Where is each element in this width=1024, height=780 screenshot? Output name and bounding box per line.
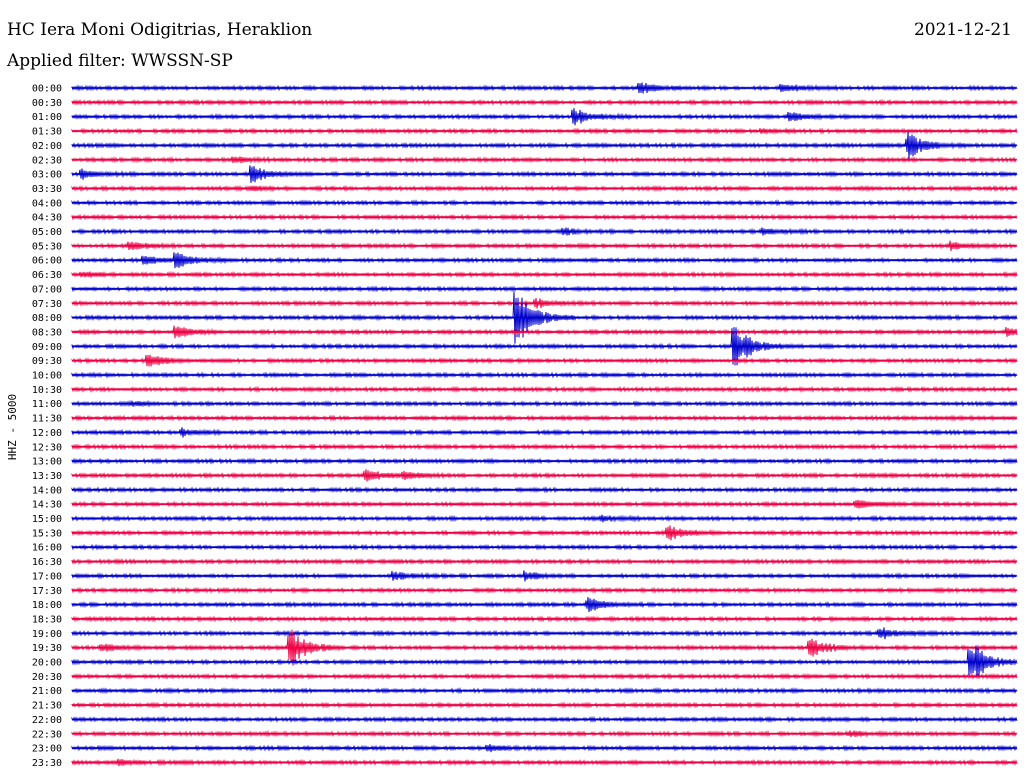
time-label: 22:00 xyxy=(32,715,62,726)
time-label: 11:00 xyxy=(32,399,62,410)
time-label: 20:00 xyxy=(32,658,62,669)
time-label: 02:00 xyxy=(32,141,62,152)
time-label: 23:30 xyxy=(32,758,62,769)
time-label: 07:00 xyxy=(32,284,62,295)
time-label: 19:30 xyxy=(32,643,62,654)
time-label: 02:30 xyxy=(32,155,62,166)
time-label: 13:30 xyxy=(32,471,62,482)
time-label: 01:30 xyxy=(32,127,62,138)
time-label: 05:30 xyxy=(32,241,62,252)
time-label: 19:00 xyxy=(32,629,62,640)
time-label: 17:00 xyxy=(32,571,62,582)
time-label: 00:00 xyxy=(32,84,62,95)
record-date: 2021-12-21 xyxy=(913,20,1012,40)
time-label: 23:00 xyxy=(32,744,62,755)
time-label: 06:30 xyxy=(32,270,62,281)
trace-group xyxy=(71,82,1018,767)
time-label: 20:30 xyxy=(32,672,62,683)
time-label: 18:00 xyxy=(32,600,62,611)
time-label: 09:00 xyxy=(32,342,62,353)
time-label: 12:00 xyxy=(32,428,62,439)
filter-label: Applied filter: WWSSN-SP xyxy=(7,51,233,71)
time-label: 03:00 xyxy=(32,170,62,181)
time-label: 15:30 xyxy=(32,528,62,539)
time-label: 08:30 xyxy=(32,327,62,338)
time-tick-labels: 00:00 00:30 01:00 01:30 02:00 02:30 03:00 03:30… xyxy=(32,84,62,769)
time-label: 06:00 xyxy=(32,256,62,267)
time-label: 07:30 xyxy=(32,299,62,310)
time-label: 17:30 xyxy=(32,586,62,597)
time-label: 09:30 xyxy=(32,356,62,367)
time-label: 04:30 xyxy=(32,213,62,224)
time-label: 21:30 xyxy=(32,701,62,712)
time-label: 12:30 xyxy=(32,442,62,453)
time-label: 08:00 xyxy=(32,313,62,324)
time-label: 03:30 xyxy=(32,184,62,195)
time-label: 16:30 xyxy=(32,557,62,568)
time-label: 00:30 xyxy=(32,98,62,109)
time-label: 05:00 xyxy=(32,227,62,238)
station-title: HC Iera Moni Odigitrias, Heraklion xyxy=(7,20,313,40)
time-label: 10:30 xyxy=(32,385,62,396)
time-label: 18:30 xyxy=(32,614,62,625)
time-label: 10:00 xyxy=(32,371,62,382)
y-axis-label: HHZ - 5000 xyxy=(6,394,19,460)
time-label: 14:30 xyxy=(32,500,62,511)
time-label: 15:00 xyxy=(32,514,62,525)
time-label: 16:00 xyxy=(32,543,62,554)
time-label: 13:00 xyxy=(32,457,62,468)
time-label: 14:00 xyxy=(32,485,62,496)
time-label: 01:00 xyxy=(32,112,62,123)
time-label: 21:00 xyxy=(32,686,62,697)
time-label: 22:30 xyxy=(32,729,62,740)
time-label: 11:30 xyxy=(32,414,62,425)
time-label: 04:00 xyxy=(32,198,62,209)
